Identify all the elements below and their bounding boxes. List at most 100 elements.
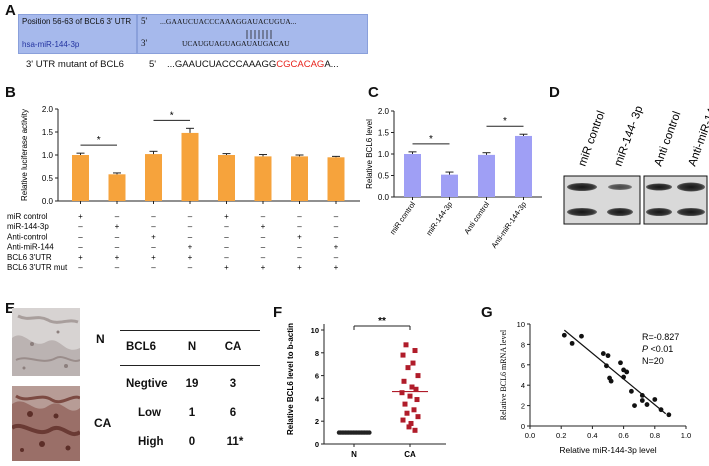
- condition-label: Anti-miR-144: [7, 243, 54, 252]
- condition-sign: –: [115, 212, 120, 221]
- utr-position-label: Position 56-63 of BCL6 3' UTR: [22, 17, 132, 26]
- data-point: [666, 412, 672, 418]
- data-point: [624, 369, 630, 375]
- y-tick-label: 0.0: [378, 193, 390, 202]
- ihc-image-normal: [12, 308, 80, 376]
- bar: [404, 154, 421, 197]
- significance-star: *: [170, 110, 174, 121]
- data-point-n: [367, 430, 372, 435]
- condition-sign: +: [115, 253, 120, 262]
- data-point-ca: [401, 378, 407, 384]
- band-bcl6-mir-control: [567, 183, 597, 191]
- data-point: [561, 332, 567, 338]
- y-axis-label: Relative BCL6 level to b-actin: [286, 323, 295, 435]
- x-tick-label: miR-144-3p: [424, 200, 454, 237]
- sequence-box-left: [18, 14, 137, 54]
- table-header-bcl6: BCL6: [126, 341, 157, 353]
- y-tick-label: 0.0: [42, 197, 54, 206]
- y-tick-label: 8: [521, 340, 525, 349]
- y-tick-label: 0.5: [42, 174, 54, 183]
- condition-sign: +: [297, 263, 302, 272]
- x-tick-label: 0.8: [650, 431, 660, 440]
- table-row-label: High: [138, 436, 164, 448]
- bar: [478, 154, 495, 197]
- band-bcl6-anti-mir: [677, 182, 705, 192]
- five-prime-label: 5': [141, 16, 148, 26]
- bar: [218, 155, 235, 201]
- condition-sign: –: [297, 222, 302, 231]
- mutant-five-prime: 5': [149, 59, 157, 70]
- condition-sign: +: [261, 222, 266, 231]
- data-point: [652, 397, 658, 402]
- condition-sign: –: [224, 243, 229, 252]
- sequence-box-right: [137, 14, 368, 54]
- bar: [254, 156, 272, 201]
- data-point-ca: [400, 352, 406, 358]
- condition-sign: –: [334, 232, 339, 241]
- data-point-ca: [415, 373, 421, 379]
- table-cell: 11*: [226, 436, 244, 448]
- x-tick-label: N: [351, 450, 357, 459]
- condition-sign: +: [115, 222, 120, 231]
- mirna-sequence: UCAUGUAGUAGAUAUGACAU: [182, 39, 290, 48]
- table-cell: 6: [229, 407, 237, 419]
- data-point-ca: [408, 420, 414, 426]
- x-tick-label: 1.0: [681, 431, 691, 440]
- band-bcl6-anti-control: [646, 183, 672, 191]
- significance-star: **: [378, 316, 386, 327]
- chart-g-correlation: 0 2 4 6 8 10 0.0 0.2 0.4 0.6 0.8 1.0 Relative miR-14…: [499, 320, 691, 455]
- band-actin-anti-control: [646, 208, 672, 216]
- condition-sign: +: [151, 232, 156, 241]
- data-point-ca: [405, 365, 411, 371]
- x-tick-label: 0.2: [556, 431, 566, 440]
- blot-lane-label: Anti-miR-144-3p: [687, 95, 709, 168]
- data-point-ca: [412, 427, 418, 433]
- data-point-ca: [407, 393, 413, 399]
- condition-sign: +: [188, 253, 193, 262]
- condition-label: BCL6 3'UTR: [7, 253, 52, 262]
- panel-label-b: B: [5, 84, 16, 101]
- panel-label-g: G: [481, 304, 493, 321]
- stat-r: R=-0.827: [642, 332, 679, 342]
- data-point: [569, 340, 575, 346]
- table-cell: 3: [229, 378, 237, 390]
- panel-label-f: F: [273, 304, 283, 321]
- table-header-n: N: [187, 341, 197, 353]
- y-tick-label: 2: [315, 417, 319, 426]
- condition-sign: +: [78, 253, 83, 262]
- data-point: [579, 333, 584, 339]
- condition-sign: –: [78, 222, 83, 231]
- blot-lane-labels: miR control miR-144- 3p Anti control Anti-m…: [577, 85, 709, 168]
- blot-lane-label: miR control: [577, 109, 608, 168]
- condition-sign: +: [261, 263, 266, 272]
- condition-sign: –: [151, 212, 156, 221]
- y-tick-label: 4: [315, 394, 320, 403]
- y-tick-label: 6: [521, 361, 525, 370]
- band-actin-mir-control: [567, 208, 597, 216]
- panel-a: Position 56-63 of BCL6 3' UTR hsa-miR-14…: [18, 14, 368, 84]
- mirna-label: hsa-miR-144-3p: [22, 40, 80, 49]
- significance-star: *: [503, 116, 507, 127]
- base-pairing-lines: [244, 27, 274, 39]
- bar: [291, 156, 308, 201]
- condition-sign: +: [334, 243, 339, 252]
- band-actin-anti-mir: [677, 208, 705, 216]
- blot-box-left: [563, 175, 641, 225]
- condition-sign: –: [261, 232, 266, 241]
- regression-line: [563, 329, 667, 415]
- y-tick-label: 2: [521, 402, 525, 411]
- condition-sign: –: [334, 253, 339, 262]
- y-tick-label: 1.0: [378, 150, 390, 159]
- condition-label: BCL6 3'UTR mut: [7, 263, 68, 272]
- y-tick-label: 0.5: [378, 172, 390, 181]
- data-point: [629, 388, 634, 394]
- chart-b-luciferase: 0.0 0.5 1.0 1.5 2.0 Relative luciferase activ…: [7, 105, 360, 272]
- condition-sign: +: [224, 263, 229, 272]
- mutant-seq-mutated: CGCACAG: [276, 59, 325, 70]
- condition-sign: –: [78, 263, 83, 272]
- data-point-ca: [410, 360, 416, 366]
- y-tick-label: 6: [315, 372, 319, 381]
- mutant-label: 3' UTR mutant of BCL6: [26, 59, 124, 70]
- x-tick-label: 0.0: [525, 431, 535, 440]
- data-point: [605, 353, 611, 359]
